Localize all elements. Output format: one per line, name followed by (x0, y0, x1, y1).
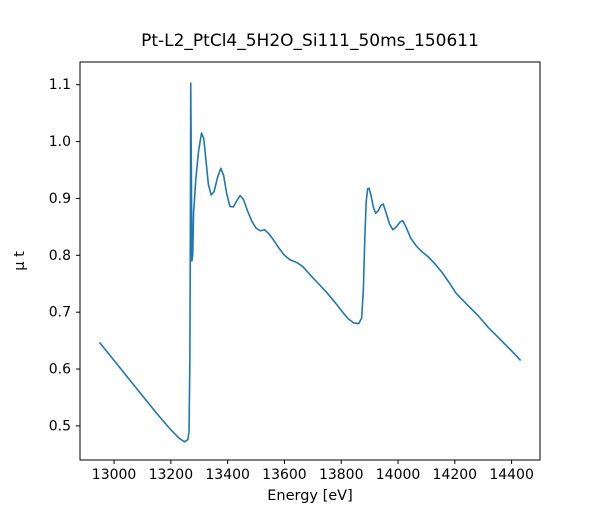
y-axis-label: µ t (12, 251, 28, 271)
plot-frame (79, 61, 541, 461)
y-tick-label: 0.9 (49, 191, 71, 207)
x-tick-label: 13600 (262, 467, 307, 483)
plot-area: 13000 13200 13400 13600 13800 14000 14200 14400… (49, 61, 541, 483)
y-tick-label: 0.8 (49, 248, 71, 264)
x-tick-label: 14200 (433, 467, 478, 483)
y-tick-label: 0.6 (49, 362, 71, 378)
x-tick-label: 13000 (92, 467, 137, 483)
y-tick-label: 0.5 (49, 418, 71, 434)
x-tick-label: 13400 (205, 467, 250, 483)
x-tick-label: 14400 (489, 467, 534, 483)
y-tick-label: 0.7 (49, 305, 71, 321)
spectrum-line (99, 82, 521, 443)
x-tick-label: 14000 (376, 467, 421, 483)
x-tick-label: 13200 (149, 467, 194, 483)
y-tick-label: 1.0 (49, 134, 71, 150)
chart-title: Pt-L2_PtCl4_5H2O_Si111_50ms_150611 (141, 31, 479, 51)
x-tick-label: 13800 (319, 467, 364, 483)
y-tick-label: 1.1 (49, 77, 71, 93)
x-axis-label: Energy [eV] (267, 488, 353, 504)
